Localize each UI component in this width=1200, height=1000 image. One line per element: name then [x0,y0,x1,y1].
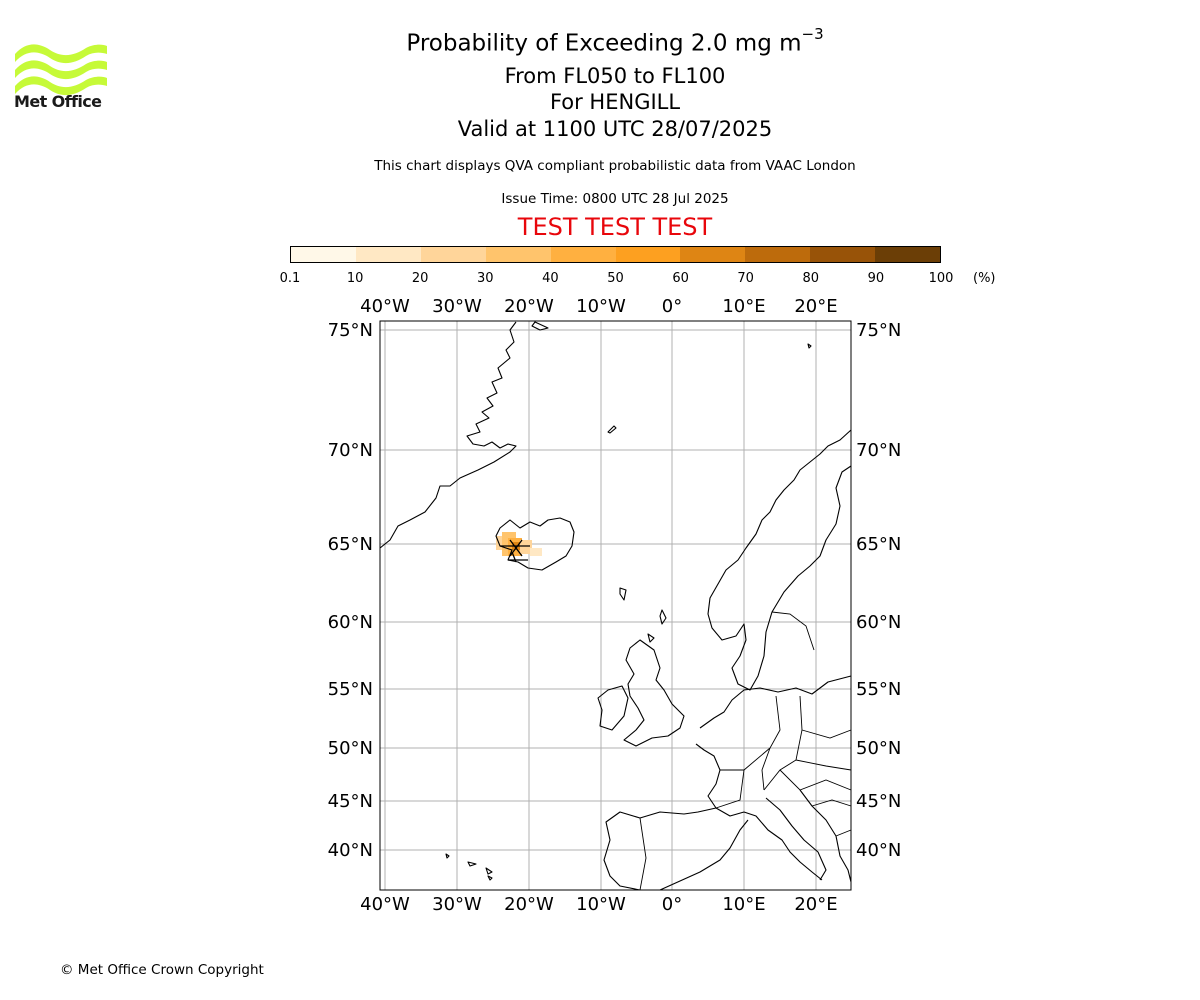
latitude-label: 40°N [328,840,373,861]
latitude-labels-right: 75°N 70°N 65°N 60°N 55°N 50°N 45°N 40°N [856,320,901,861]
latitude-label: 45°N [856,791,901,812]
copyright-notice: © Met Office Crown Copyright [60,962,264,978]
latitude-label: 60°N [856,612,901,633]
colorbar-segment [745,247,811,262]
longitude-label: 10°W [576,296,626,317]
colorbar-segment [875,247,941,262]
colorbar-segment [485,247,551,262]
latitude-label: 65°N [328,534,373,555]
colorbar-segment [615,247,681,262]
chart-title-text: Probability of Exceeding 2.0 mg m [406,30,802,57]
issue-time: Issue Time: 0800 UTC 28 Jul 2025 [501,191,729,207]
colorbar-tick-label: 50 [607,271,624,286]
colorbar-tick-label: 100 [928,271,954,286]
probability-colorbar [290,246,941,263]
latitude-label: 55°N [856,679,901,700]
latitude-label: 70°N [856,440,901,461]
chart-title: Probability of Exceeding 2.0 mg m−3 [315,25,915,57]
longitude-labels-bottom: 40°W 30°W 20°W 10°W 0° 10°E 20°E [360,894,837,915]
country-borders [639,611,852,891]
colorbar-tick-label: 60 [672,271,689,286]
colorbar-segment [420,247,486,262]
latitude-labels-left: 75°N 70°N 65°N 60°N 55°N 50°N 45°N 40°N [328,320,373,861]
longitude-label: 20°W [504,894,554,915]
longitude-label: 10°E [722,894,765,915]
longitude-label: 0° [662,296,682,317]
valid-time: Valid at 1100 UTC 28/07/2025 [457,117,773,141]
longitude-label: 0° [662,894,682,915]
latitude-label: 40°N [856,840,901,861]
longitude-label: 40°W [360,296,410,317]
met-office-logo-text: Met Office [14,92,102,111]
longitude-labels-top: 40°W 30°W 20°W 10°W 0° 10°E 20°E [360,296,837,317]
latitude-label: 70°N [328,440,373,461]
chart-title-exponent: −3 [801,25,824,43]
colorbar-tick-label: 0.1 [279,271,301,286]
latitude-label: 75°N [328,320,373,341]
latitude-label: 60°N [328,612,373,633]
colorbar-segment [355,247,421,262]
longitude-label: 30°W [432,894,482,915]
longitude-label: 20°W [504,296,554,317]
map-frame [380,321,851,890]
colorbar-unit: (%) [973,271,996,286]
colorbar-tick-label: 30 [477,271,494,286]
longitude-label: 20°E [794,296,837,317]
colorbar-segment [810,247,876,262]
colorbar-segment [550,247,616,262]
flight-level-range: From FL050 to FL100 [504,64,726,88]
colorbar-tick-label: 80 [802,271,820,286]
colorbar-tick-label: 90 [867,271,885,286]
latitude-label: 50°N [856,738,901,759]
colorbar-tick-label: 70 [737,271,754,286]
longitude-label: 30°W [432,296,482,317]
map-gridlines [380,321,851,890]
volcano-marker-icon [500,539,530,563]
longitude-label: 10°E [722,296,765,317]
latitude-label: 65°N [856,534,901,555]
latitude-label: 50°N [328,738,373,759]
longitude-label: 20°E [794,894,837,915]
latitude-label: 75°N [856,320,901,341]
latitude-label: 45°N [328,791,373,812]
latitude-label: 55°N [328,679,373,700]
colorbar-tick-label: 20 [411,271,429,286]
colorbar-segment [291,247,356,262]
chart-note: This chart displays QVA compliant probab… [374,158,856,174]
test-banner: TEST TEST TEST [517,213,713,241]
colorbar-segment [680,247,746,262]
colorbar-tick-label: 40 [542,271,559,286]
longitude-label: 10°W [576,894,626,915]
longitude-label: 40°W [360,894,410,915]
volcano-name: For HENGILL [549,90,681,114]
met-office-wave-logo-icon [15,44,107,96]
colorbar-tick-label: 10 [346,271,364,286]
